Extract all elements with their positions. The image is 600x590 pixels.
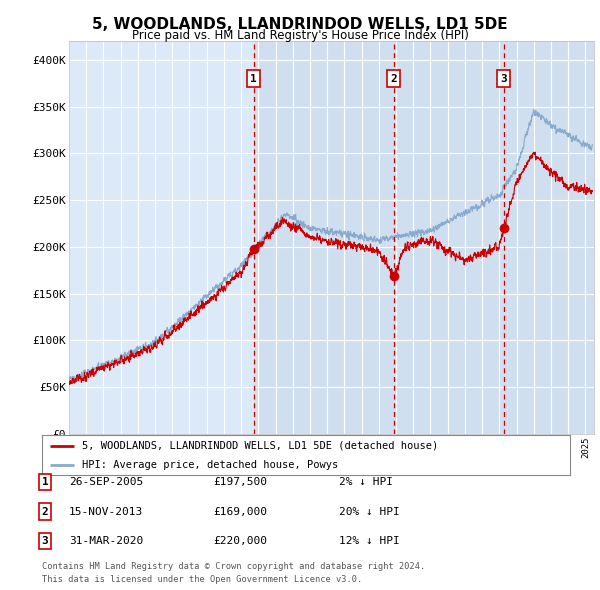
Text: £169,000: £169,000 — [213, 507, 267, 516]
Text: 26-SEP-2005: 26-SEP-2005 — [69, 477, 143, 487]
Text: 3: 3 — [500, 74, 507, 84]
Text: £220,000: £220,000 — [213, 536, 267, 546]
Text: 1: 1 — [250, 74, 257, 84]
Text: £197,500: £197,500 — [213, 477, 267, 487]
Text: 2: 2 — [391, 74, 397, 84]
Text: 31-MAR-2020: 31-MAR-2020 — [69, 536, 143, 546]
Text: Price paid vs. HM Land Registry's House Price Index (HPI): Price paid vs. HM Land Registry's House … — [131, 30, 469, 42]
Bar — [254, 41, 594, 434]
Text: This data is licensed under the Open Government Licence v3.0.: This data is licensed under the Open Gov… — [42, 575, 362, 584]
Text: 15-NOV-2013: 15-NOV-2013 — [69, 507, 143, 516]
Text: 1: 1 — [41, 477, 49, 487]
Text: 3: 3 — [41, 536, 49, 546]
Text: Contains HM Land Registry data © Crown copyright and database right 2024.: Contains HM Land Registry data © Crown c… — [42, 562, 425, 571]
Text: 5, WOODLANDS, LLANDRINDOD WELLS, LD1 5DE (detached house): 5, WOODLANDS, LLANDRINDOD WELLS, LD1 5DE… — [82, 441, 438, 451]
Text: 5, WOODLANDS, LLANDRINDOD WELLS, LD1 5DE: 5, WOODLANDS, LLANDRINDOD WELLS, LD1 5DE — [92, 17, 508, 31]
Text: 2: 2 — [41, 507, 49, 516]
Text: 20% ↓ HPI: 20% ↓ HPI — [339, 507, 400, 516]
Text: HPI: Average price, detached house, Powys: HPI: Average price, detached house, Powy… — [82, 460, 338, 470]
Text: 2% ↓ HPI: 2% ↓ HPI — [339, 477, 393, 487]
Text: 12% ↓ HPI: 12% ↓ HPI — [339, 536, 400, 546]
